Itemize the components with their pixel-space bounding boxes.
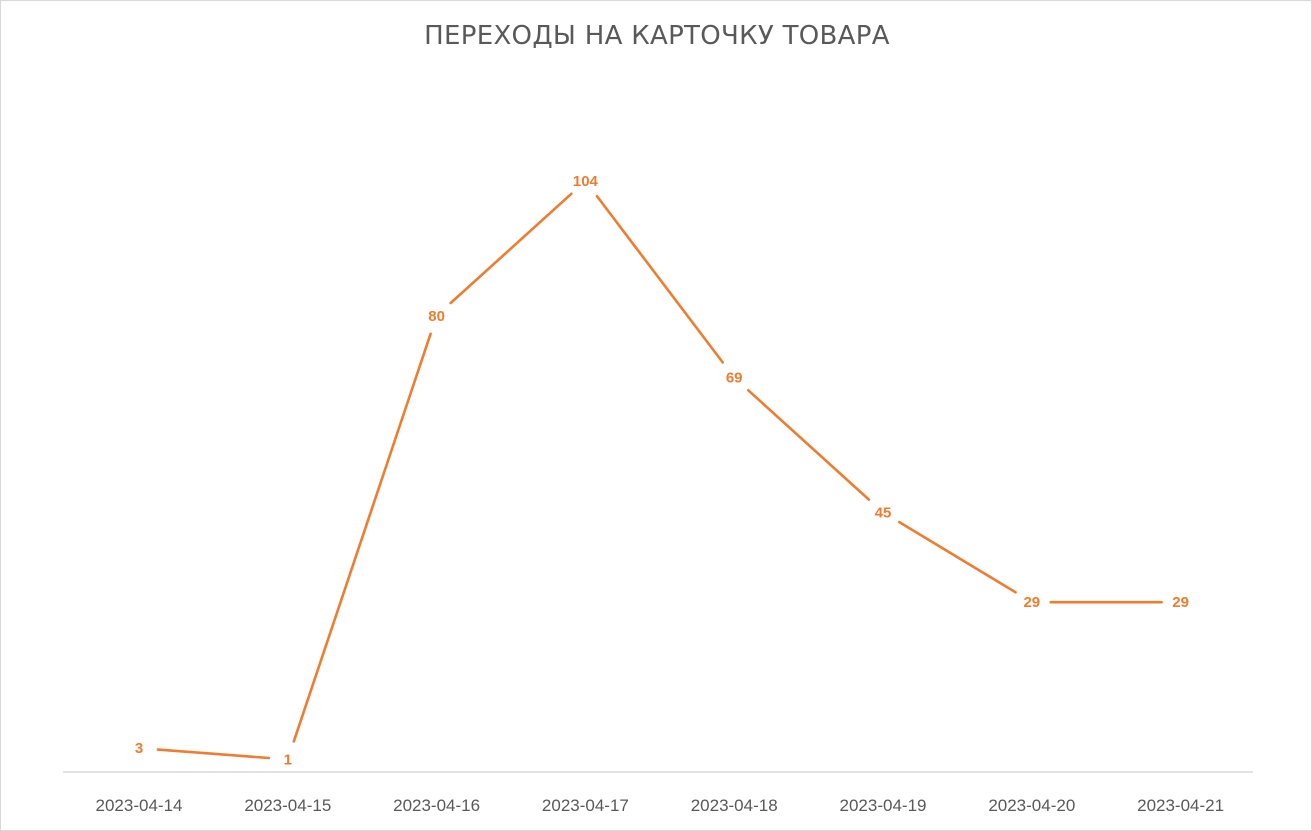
series-line-segment — [449, 192, 573, 305]
series-line-segment — [746, 388, 871, 501]
x-tick-label: 2023-04-17 — [542, 796, 629, 815]
data-label: 45 — [875, 504, 892, 521]
data-label: 29 — [1023, 594, 1040, 611]
x-tick-label: 2023-04-18 — [691, 796, 778, 815]
x-tick-label: 2023-04-14 — [96, 796, 183, 815]
data-label: 29 — [1172, 594, 1189, 611]
x-tick-label: 2023-04-15 — [244, 796, 331, 815]
x-tick-label: 2023-04-20 — [988, 796, 1075, 815]
x-tick-label: 2023-04-21 — [1137, 796, 1224, 815]
data-label: 104 — [573, 173, 599, 190]
data-label: 69 — [726, 370, 743, 387]
series-line-segment — [156, 748, 271, 760]
data-label: 3 — [135, 740, 143, 757]
series-line-segment — [292, 332, 432, 743]
chart-title: ПЕРЕХОДЫ НА КАРТОЧКУ ТОВАРА — [424, 21, 890, 51]
data-label: 1 — [284, 751, 292, 768]
x-tick-label: 2023-04-19 — [840, 796, 927, 815]
series-line-segment — [897, 520, 1017, 594]
data-label: 80 — [428, 308, 445, 325]
series-line-segment — [595, 194, 725, 364]
x-tick-label: 2023-04-16 — [393, 796, 480, 815]
